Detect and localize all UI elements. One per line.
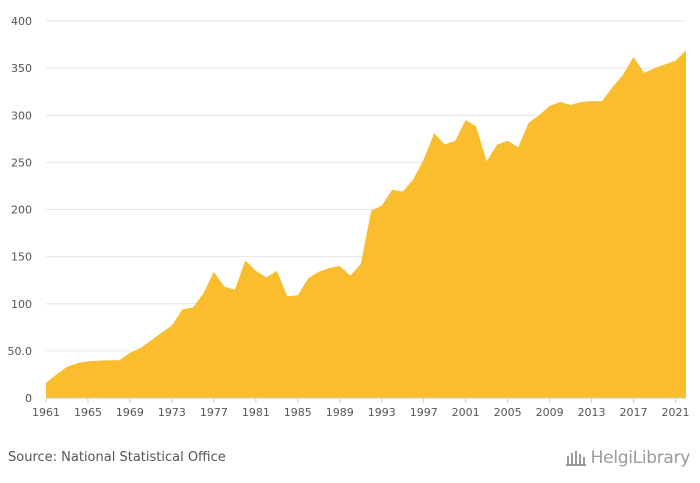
y-tick-label: 200 — [11, 204, 32, 217]
x-tick-label: 2021 — [662, 406, 690, 419]
x-tick-label: 2017 — [620, 406, 648, 419]
x-tick-label: 1965 — [74, 406, 102, 419]
logo-text: HelgiLibrary — [590, 448, 691, 468]
y-tick-label: 100 — [11, 298, 32, 311]
x-tick-label: 1985 — [284, 406, 312, 419]
y-tick-label: 150 — [11, 251, 32, 264]
y-tick-label: 400 — [11, 15, 32, 28]
y-tick-label: 0 — [25, 392, 32, 405]
x-tick-label: 1977 — [200, 406, 228, 419]
area-series — [46, 50, 686, 398]
x-tick-label: 2013 — [578, 406, 606, 419]
x-tick-label: 1989 — [326, 406, 354, 419]
y-tick-label: 300 — [11, 109, 32, 122]
x-axis: 1961 1965 1969 1973 1977 1981 1985 1989 1993 1997… — [32, 397, 690, 419]
helgi-library-logo: HelgiLibrary — [565, 448, 690, 468]
x-tick-label: 2001 — [452, 406, 480, 419]
y-tick-label: 350 — [11, 62, 32, 75]
y-tick-label: 50.0 — [8, 345, 33, 358]
x-tick-label: 1997 — [410, 406, 438, 419]
source-note: Source: National Statistical Office — [8, 450, 226, 465]
y-axis: 0 50.0 100 150 200 250 300 350 400 — [8, 15, 33, 405]
library-building-icon — [565, 451, 586, 466]
x-tick-label: 1981 — [242, 406, 270, 419]
y-tick-label: 250 — [11, 156, 32, 169]
x-tick-label: 1993 — [368, 406, 396, 419]
x-tick-label: 2005 — [494, 406, 522, 419]
x-tick-label: 2009 — [536, 406, 564, 419]
x-tick-label: 1973 — [158, 406, 186, 419]
x-tick-label: 1969 — [116, 406, 144, 419]
x-tick-label: 1961 — [32, 406, 60, 419]
